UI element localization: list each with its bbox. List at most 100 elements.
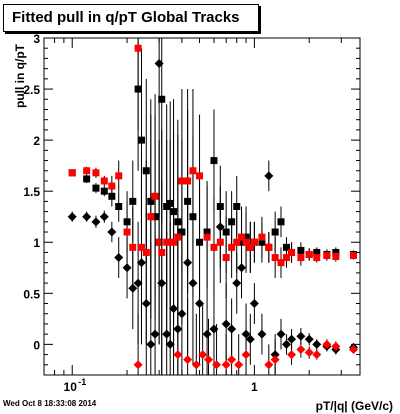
data-point-square <box>277 218 285 226</box>
data-point-diamond <box>287 334 297 344</box>
data-point-square <box>137 136 145 144</box>
data-point-diamond <box>276 329 286 339</box>
data-point-square <box>332 253 340 261</box>
data-point-square <box>189 167 197 175</box>
data-point-square <box>142 248 150 256</box>
data-point-diamond <box>188 278 198 288</box>
data-point-diamond <box>304 334 314 344</box>
data-point-diamond <box>212 360 222 370</box>
data-point-square <box>210 157 218 165</box>
data-point-diamond <box>245 334 255 344</box>
data-point-square <box>170 238 178 246</box>
data-point-diamond <box>348 344 358 354</box>
data-point-diamond <box>67 212 77 222</box>
data-point-diamond <box>99 212 109 222</box>
data-point-square <box>178 177 186 185</box>
data-point-square <box>258 233 266 241</box>
data-point-diamond <box>107 227 117 237</box>
data-point-diamond <box>249 299 259 309</box>
chart-title: Fitted pull in q/pT Global Tracks <box>12 9 240 26</box>
data-point-diamond <box>312 339 322 349</box>
y-tick-label: 0.5 <box>23 287 40 301</box>
data-point-square <box>147 213 155 221</box>
data-point-square <box>271 228 279 236</box>
data-point-square <box>158 248 166 256</box>
data-point-square <box>100 187 108 195</box>
data-point-diamond <box>146 339 156 349</box>
data-point-diamond <box>281 339 291 349</box>
data-point-square <box>83 175 91 183</box>
y-axis-label: pull in q/pT <box>13 43 27 108</box>
data-point-square <box>92 184 100 192</box>
data-point-square <box>282 254 290 262</box>
data-point-diamond <box>296 344 306 354</box>
data-point-diamond <box>150 329 160 339</box>
data-point-diamond <box>227 355 237 365</box>
data-point-square <box>305 250 313 258</box>
data-series <box>67 38 358 375</box>
data-point-square <box>134 44 142 52</box>
data-point-square <box>210 243 218 251</box>
data-point-diamond <box>204 355 214 365</box>
data-point-square <box>68 169 76 177</box>
data-point-diamond <box>202 329 212 339</box>
data-point-square <box>238 233 246 241</box>
data-point-diamond <box>133 360 143 370</box>
data-point-square <box>83 167 91 175</box>
data-point-square <box>115 172 123 180</box>
data-point-square <box>155 238 163 246</box>
data-point-square <box>216 238 224 246</box>
data-point-square <box>323 252 331 260</box>
data-point-square <box>100 177 108 185</box>
data-point-diamond <box>82 212 92 222</box>
plot-frame <box>43 37 361 376</box>
data-point-square <box>250 238 258 246</box>
data-point-diamond <box>122 263 132 273</box>
data-point-square <box>184 177 192 185</box>
axes: 0 0.5 1 1.5 2 2.5 3 10 -1 1 <box>23 32 360 394</box>
data-point-diamond <box>270 355 280 365</box>
data-point-diamond <box>183 355 193 365</box>
data-point-diamond <box>133 278 143 288</box>
data-point-diamond <box>177 309 187 319</box>
data-point-square <box>277 259 285 267</box>
data-point-diamond <box>264 360 274 370</box>
data-point-square <box>203 233 211 241</box>
data-point-square <box>233 203 241 210</box>
x-tick-label: 10 <box>64 380 78 394</box>
x-axis-label: pT/|q| (GeV/c) <box>316 399 393 413</box>
timestamp-footer: Wed Oct 8 18:33:08 2014 <box>3 399 97 408</box>
data-point-diamond <box>195 299 205 309</box>
data-point-diamond <box>322 339 332 349</box>
y-tick-label: 3 <box>33 32 40 46</box>
y-tick-label: 1 <box>33 236 40 250</box>
data-point-square <box>265 243 273 251</box>
data-series <box>68 38 357 375</box>
data-point-square <box>174 233 182 241</box>
data-point-square <box>271 254 279 262</box>
data-point-square <box>242 238 250 246</box>
data-point-square <box>158 95 166 103</box>
x-tick-label: 1 <box>251 380 258 394</box>
data-point-diamond <box>312 350 322 360</box>
data-point-diamond <box>331 341 341 351</box>
data-point-diamond <box>154 59 164 69</box>
data-point-diamond <box>264 171 274 181</box>
y-tick-label: 2 <box>33 134 40 148</box>
data-point-diamond <box>221 319 231 329</box>
data-point-diamond <box>198 350 208 360</box>
data-point-square <box>129 243 137 251</box>
data-point-diamond <box>191 360 201 370</box>
data-point-square <box>246 243 254 251</box>
data-point-diamond <box>257 329 267 339</box>
data-point-square <box>108 182 116 190</box>
data-point-square <box>196 172 204 180</box>
data-point-square <box>92 169 100 177</box>
data-point-diamond <box>287 350 297 360</box>
data-point-square <box>233 238 241 246</box>
data-point-square <box>123 228 131 236</box>
data-series <box>133 293 358 375</box>
data-point-diamond <box>296 331 306 341</box>
x-tick-label-exponent: -1 <box>78 377 86 387</box>
